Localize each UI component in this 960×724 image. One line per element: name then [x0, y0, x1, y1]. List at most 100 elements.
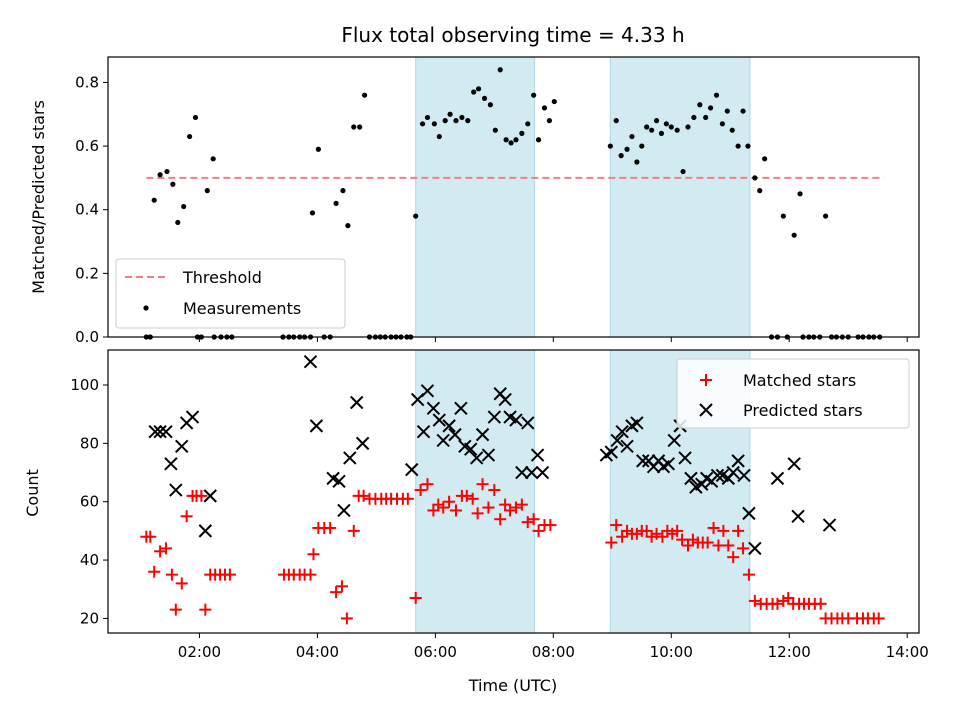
measurement-point [164, 168, 170, 175]
matched-star-marker [494, 513, 507, 526]
predicted-star-marker [469, 451, 484, 465]
matched-star-marker [357, 489, 370, 502]
measurement-point [629, 133, 635, 140]
y-tick-label: 0.6 [75, 137, 99, 155]
predicted-star-marker [610, 433, 624, 448]
predicted-star-marker [349, 395, 364, 410]
predicted-star-marker [726, 465, 740, 480]
predicted-star-marker [515, 465, 529, 480]
matched-star-marker [671, 524, 684, 537]
matched-star-marker [814, 597, 827, 610]
matched-star-marker [521, 516, 534, 529]
matched-star-marker [532, 524, 545, 537]
measurement-point [481, 95, 488, 101]
measurement-point [707, 105, 714, 111]
measurement-point [745, 143, 751, 149]
measurement-point [357, 124, 363, 130]
predicted-star-marker [791, 509, 805, 524]
matched-star-marker [488, 484, 501, 497]
measurement-point [639, 143, 645, 149]
counts-x-ticks: 02:00 04:00 06:00 08:00 10:00 12:00 14:00 [178, 633, 929, 661]
predicted-star-marker [748, 541, 762, 556]
matched-star-marker [304, 568, 317, 581]
predicted-star-marker [454, 401, 468, 416]
matched-star-marker [401, 492, 414, 505]
matched-star-marker [717, 524, 730, 537]
x-tick-label: 14:00 [886, 643, 929, 661]
matched-star-marker [742, 568, 755, 581]
measurement-point [204, 188, 210, 194]
matched-star-marker [872, 612, 885, 625]
predicted-star-marker [448, 427, 462, 442]
predicted-star-marker [636, 454, 650, 468]
measurement-point [703, 114, 709, 121]
predicted-star-marker [678, 451, 692, 465]
matched-star-marker [676, 533, 689, 546]
matched-star-marker [437, 501, 450, 514]
predicted-star-marker [153, 424, 167, 439]
measurement-point [175, 219, 181, 226]
matched-star-marker [148, 565, 161, 578]
predicted-star-marker [487, 410, 502, 424]
predicted-star-marker [420, 384, 435, 398]
predicted-star-marker [303, 354, 318, 369]
measurement-point [607, 143, 613, 149]
measurement-point [447, 111, 453, 117]
predicted-star-marker [661, 457, 676, 471]
y-tick-label: 0.4 [75, 201, 99, 219]
predicted-star-marker [742, 506, 756, 521]
matched-star-marker [443, 495, 456, 508]
matched-star-marker [414, 484, 427, 497]
predicted-star-marker [464, 442, 478, 456]
measurement-point [471, 89, 477, 95]
measurement-point [791, 232, 797, 238]
measurement-point [644, 124, 650, 130]
measurement-point [653, 118, 660, 124]
measurement-point [186, 133, 193, 140]
matched-star-marker [409, 591, 422, 604]
predicted-star-marker [405, 462, 419, 477]
threshold-legend-label: Threshold [182, 268, 262, 287]
x-tick-label: 10:00 [650, 643, 693, 661]
counts-legend: Matched stars Predicted stars [676, 358, 910, 429]
matched-star-marker [748, 594, 761, 607]
y-tick-label: 0.8 [75, 73, 99, 91]
measurement-point [513, 137, 519, 143]
measurement-point [551, 98, 557, 105]
y-tick-label: 20 [80, 609, 99, 627]
shaded-interval [415, 349, 536, 634]
measurement-point [719, 121, 725, 127]
x-axis-label: Time (UTC) [468, 676, 557, 695]
matched-star-marker [449, 504, 462, 517]
predicted-star-marker [198, 524, 213, 538]
measurement-point [525, 121, 531, 127]
matched-legend-label: Matched stars [743, 371, 856, 390]
measurement-point [508, 140, 514, 146]
measurement-point [797, 191, 803, 197]
matched-star-marker [509, 501, 522, 514]
matched-star-marker [610, 519, 623, 532]
measurement-point [340, 188, 346, 194]
measurement-point [713, 92, 720, 98]
y-tick-label: 60 [80, 493, 99, 511]
y-tick-label: 0.0 [75, 328, 99, 346]
predicted-legend-swatch [699, 403, 713, 417]
predicted-star-marker [442, 419, 456, 433]
matched-star-marker [330, 586, 343, 599]
measurement-point [170, 181, 176, 187]
predicted-star-marker [185, 410, 200, 424]
matched-star-marker [605, 536, 618, 549]
predicted-star-marker [509, 413, 523, 427]
y-tick-label: 80 [80, 434, 99, 452]
measurement-point [613, 118, 619, 124]
matched-star-marker [421, 478, 434, 491]
predicted-star-marker [432, 413, 446, 427]
measurement-point [157, 172, 163, 178]
counts-y-axis-label: Count [23, 469, 42, 517]
matched-star-marker [144, 530, 157, 543]
predicted-star-marker [710, 468, 725, 483]
y-tick-label: 0.2 [75, 264, 99, 282]
counts-panel: 20 40 60 80 100 02:00 04:00 06:00 08:00 10:00 12:… [23, 349, 929, 695]
matched-star-marker [223, 568, 236, 581]
